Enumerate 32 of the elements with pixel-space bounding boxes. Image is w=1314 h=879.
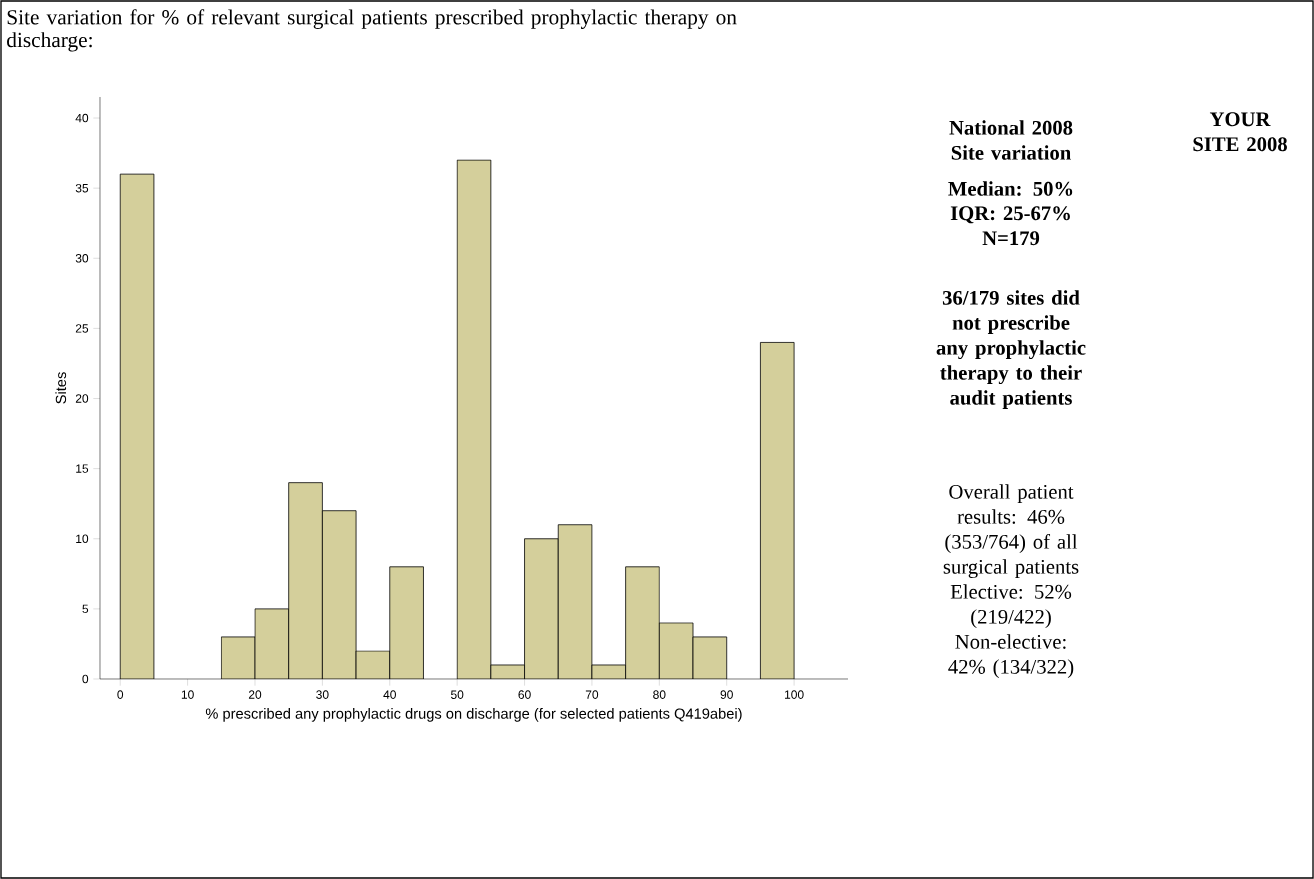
y-tick-label: 5	[82, 604, 89, 614]
y-tick-label: 40	[75, 113, 89, 123]
x-tick-label: 50	[450, 690, 464, 699]
x-tick-label: 0	[117, 690, 124, 699]
chart-title: Site variation for % of relevant surgical patients prescribed prophylactic therapy on discharge:	[7, 9, 737, 52]
text: YOUR SITE 2008	[1193, 112, 1287, 152]
y-tick-label: 20	[75, 394, 89, 403]
text: IQR: 25-67%	[950, 206, 1070, 224]
y-tick-label: 35	[75, 183, 89, 193]
x-tick-label: 30	[316, 690, 329, 699]
y-tick-label: 15	[76, 464, 89, 473]
x-tick-label: 40	[383, 690, 396, 699]
text: Overall patient results: 46% (353/764) of all surgical patients	[943, 484, 1079, 579]
y-tick-label: 0	[82, 674, 89, 684]
text: 36/179 sites did not prescribe any prophylactic therapy to their audit patients	[936, 290, 1086, 409]
y-axis-title: Sites	[55, 372, 67, 404]
y-tick-label: 10	[76, 534, 89, 544]
x-tick-label: 80	[653, 690, 666, 699]
x-tick-label: 20	[248, 690, 262, 699]
text: N=179	[982, 231, 1040, 246]
x-tick-label: 70	[585, 690, 599, 699]
x-axis-title: % prescribed any prophylactic drugs on discharge (for selected patients Q419abei)	[205, 708, 742, 722]
text: Non-elective: 42% (134/322)	[948, 634, 1074, 678]
x-tick-label: 60	[518, 690, 531, 699]
text: Elective: 52% (219/422)	[950, 584, 1072, 628]
x-tick-label: 100	[785, 690, 804, 699]
y-tick-label: 25	[75, 324, 89, 333]
x-tick-label: 10	[181, 690, 194, 699]
x-tick-label: 90	[720, 690, 733, 699]
text: National 2008 Site variation	[949, 120, 1073, 160]
text: Median: 50%	[948, 181, 1073, 196]
y-tick-label: 30	[75, 254, 89, 263]
